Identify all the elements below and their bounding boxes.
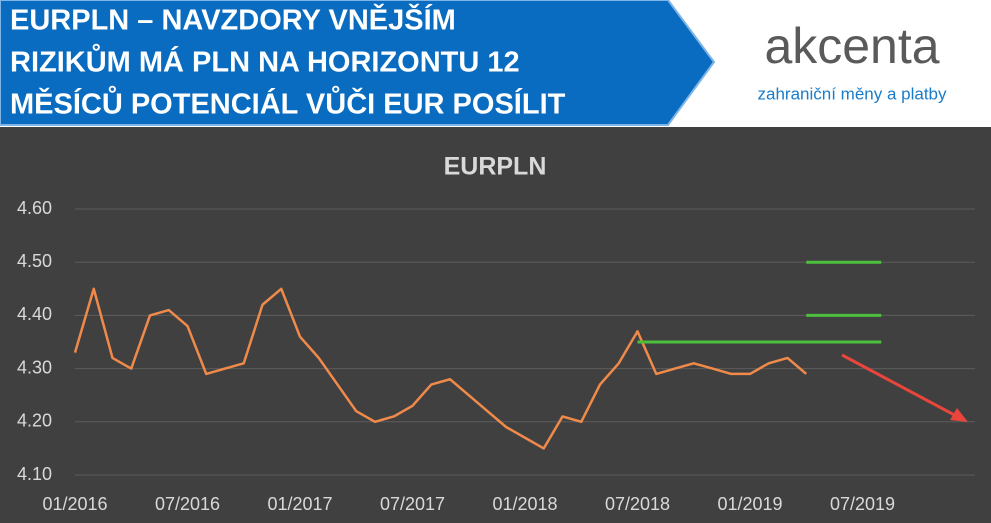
series-line — [73, 287, 808, 450]
y-tick-label: 4.50 — [17, 251, 52, 271]
x-tick-label: 07/2019 — [830, 494, 895, 514]
header-title: RIZIKŮM MÁ PLN NA HORIZONTU 12 — [10, 43, 520, 79]
header-title: MĚSÍCŮ POTENCIÁL VŮČI EUR POSÍLIT — [10, 85, 566, 121]
y-tick-label: 4.10 — [17, 464, 52, 484]
trend-arrow — [841, 353, 961, 420]
x-tick-label: 01/2017 — [267, 494, 332, 514]
chart-title: EURPLN — [444, 153, 547, 181]
y-tick-label: 4.60 — [17, 198, 52, 218]
logo: akcenta — [764, 18, 939, 74]
logo-tagline: zahraniční měny a platby — [758, 84, 947, 103]
x-tick-label: 07/2018 — [605, 494, 670, 514]
x-tick-label: 01/2019 — [717, 494, 782, 514]
header-title: EURPLN – NAVZDORY VNĚJŠÍM — [10, 3, 456, 37]
y-tick-label: 4.30 — [17, 357, 52, 377]
y-tick-label: 4.20 — [17, 411, 52, 431]
plot: 4.10 4.20 4.30 4.40 4.50 4.60 01/2016 07/2016 01… — [17, 198, 975, 514]
x-tick-label: 07/2016 — [155, 494, 220, 514]
chart-area — [0, 127, 991, 523]
y-tick-label: 4.40 — [17, 304, 52, 324]
header-banner — [0, 0, 716, 126]
x-tick-label: 01/2018 — [492, 494, 557, 514]
x-tick-label: 01/2016 — [42, 494, 107, 514]
trend-arrow-head — [950, 408, 968, 422]
x-tick-label: 07/2017 — [380, 494, 445, 514]
